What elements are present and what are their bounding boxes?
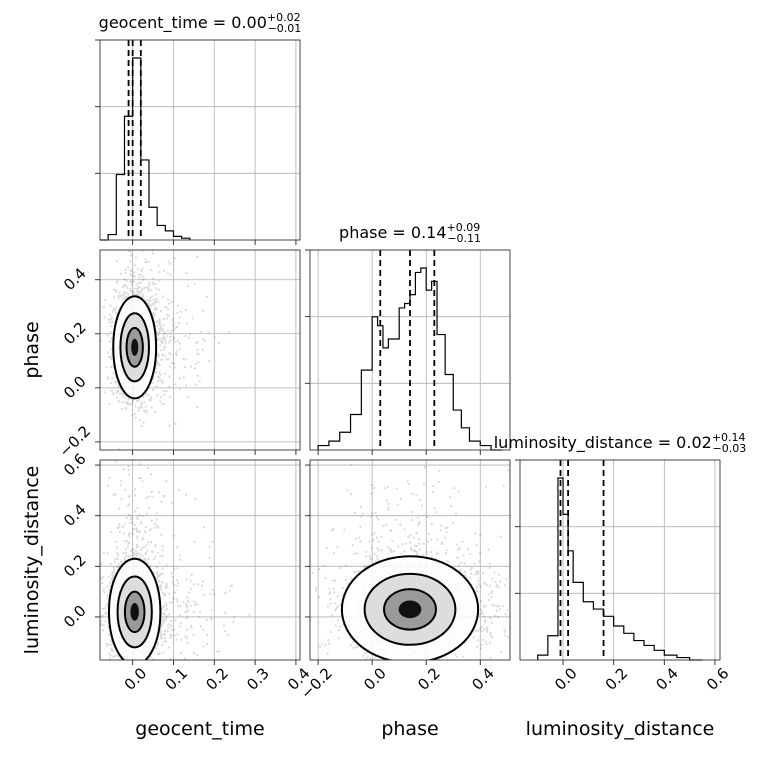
scatter-panel-geocent_time-luminosity_distance-contour	[123, 590, 146, 634]
scatter-panel-geocent_time-phase-points	[100, 250, 230, 450]
tick-label-luminosity_distance: 0.2	[60, 551, 90, 581]
hist-panel-phase	[309, 249, 511, 451]
tick-label-luminosity_distance: 0.0	[60, 602, 90, 632]
title-phase: phase = 0.14+0.09 −0.11	[339, 221, 481, 245]
tick-label-luminosity_distance: 0.2	[602, 664, 632, 694]
tick-label-luminosity_distance: 0.0	[551, 664, 581, 694]
tick-label-geocent_time: 0.1	[162, 664, 192, 694]
tick-label-phase: 0.2	[414, 664, 444, 694]
x-axis-label-geocent_time: geocent_time	[135, 718, 264, 740]
tick-label-luminosity_distance: 0.4	[652, 664, 682, 694]
hist-panel-luminosity_distance-grid	[520, 459, 720, 660]
scatter-panel-geocent_time-luminosity_distance-contour	[107, 557, 162, 660]
scatter-panel-geocent_time-luminosity_distance	[99, 459, 301, 661]
hist-panel-geocent_time	[99, 39, 301, 241]
histogram-luminosity_distance	[537, 477, 703, 661]
scatter-panel-phase-luminosity_distance-points	[310, 460, 510, 660]
scatter-panel-phase-luminosity_distance-samples	[310, 460, 510, 660]
scatter-panel-geocent_time-phase-contour	[112, 295, 158, 400]
scatter-panel-phase-luminosity_distance-contour	[383, 588, 437, 631]
scatter-panel-geocent_time-luminosity_distance-peak	[130, 603, 139, 621]
scatter-panel-geocent_time-phase-samples	[100, 250, 230, 450]
x-axis-label-luminosity_distance: luminosity_distance	[526, 718, 715, 740]
title-luminosity_distance: luminosity_distance = 0.02+0.14 −0.03	[494, 431, 747, 455]
scatter-panel-geocent_time-luminosity_distance-contour	[116, 575, 153, 649]
scatter-panel-geocent_time-phase-contour	[119, 312, 150, 383]
scatter-panel-geocent_time-phase-peak	[131, 338, 139, 356]
tick-label-phase: 0.2	[60, 318, 90, 348]
histogram-geocent_time	[100, 57, 191, 241]
scatter-panel-phase-luminosity_distance-peak	[398, 600, 422, 619]
tick-label-luminosity_distance: 0.6	[703, 664, 733, 694]
tick-label-phase: 0.4	[468, 664, 498, 694]
scatter-panel-geocent_time-phase	[99, 249, 301, 451]
scatter-panel-geocent_time-luminosity_distance-points	[100, 460, 251, 660]
x-axis-label-phase: phase	[381, 718, 438, 740]
tick-label-phase: 0.4	[60, 264, 90, 294]
scatter-panel-phase-luminosity_distance-contour	[340, 555, 480, 660]
title-geocent_time: geocent_time = 0.00+0.02 −0.01	[99, 11, 302, 35]
histogram-phase	[317, 267, 502, 451]
tick-label-luminosity_distance: 0.4	[60, 500, 90, 530]
scatter-panel-phase-luminosity_distance-contour	[363, 572, 457, 646]
tick-label-geocent_time: 0.3	[243, 664, 273, 694]
tick-label-phase: 0.0	[60, 373, 90, 403]
scatter-panel-phase-luminosity_distance	[309, 459, 511, 661]
tick-label-geocent_time: 0.0	[121, 664, 151, 694]
tick-label-phase: 0.0	[360, 664, 390, 694]
tick-label-geocent_time: 0.2	[202, 664, 232, 694]
scatter-panel-geocent_time-phase-contour	[125, 326, 144, 368]
hist-panel-luminosity_distance	[519, 459, 721, 661]
y-axis-label-phase: phase	[21, 321, 43, 378]
y-axis-label-luminosity_distance: luminosity_distance	[21, 466, 43, 655]
hist-panel-geocent_time-grid	[100, 39, 300, 240]
